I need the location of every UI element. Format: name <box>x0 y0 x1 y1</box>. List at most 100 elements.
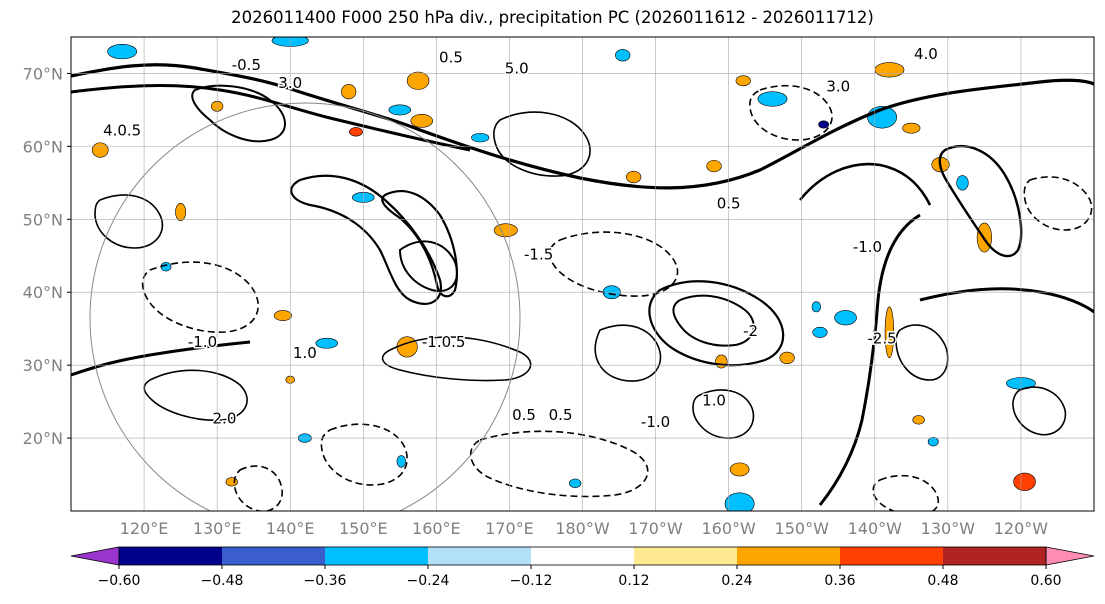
precip-shaded-region <box>493 223 518 238</box>
lon-tick-label: 170°W <box>628 519 683 538</box>
precip-shaded-region <box>956 175 969 191</box>
divergence-contour <box>493 111 591 177</box>
precip-shaded-region <box>410 113 434 128</box>
colorbar-segment <box>943 547 1046 565</box>
latitude-ticks: 70°N 60°N 50°N 40°N 30°N 20°N <box>23 64 71 448</box>
chart-title: 2026011400 F000 250 hPa div., precipitat… <box>231 8 874 27</box>
precip-shaded-region <box>811 301 822 313</box>
precip-shaded-region <box>729 462 750 477</box>
colorbar-frame <box>118 546 1047 566</box>
precip-shaded-region <box>812 326 828 338</box>
lon-tick-label: 130°W <box>921 519 976 538</box>
contour-label: 2.0 <box>213 409 237 427</box>
lon-tick-label: 180°W <box>555 519 610 538</box>
precip-shaded-region <box>388 104 412 116</box>
precip-shaded-region <box>884 306 895 359</box>
precip-shaded-region <box>779 351 795 364</box>
contour-label: -1.0 <box>853 238 882 256</box>
precip-shaded-region <box>615 49 631 62</box>
contour-label: -2.5 <box>867 329 896 347</box>
colorbar-segment <box>428 547 531 565</box>
contour-label: -1.0 <box>641 413 670 431</box>
colorbar-tick-label: 0.12 <box>618 573 649 589</box>
lat-tick-label: 30°N <box>23 356 63 375</box>
precip-shaded-region <box>91 142 109 158</box>
colorbar-tick-label: −0.24 <box>407 573 450 589</box>
convergence-contour <box>320 423 408 486</box>
lon-tick-label: 170°E <box>485 519 534 538</box>
contour-label: 0.5 <box>549 406 573 424</box>
contour-label: 1.0 <box>702 391 726 409</box>
divergence-contour <box>290 174 443 306</box>
lon-tick-label: 120°E <box>120 519 169 538</box>
precip-shaded-region <box>273 310 292 321</box>
precip-shaded-region <box>406 71 430 90</box>
lon-tick-label: 160°E <box>412 519 461 538</box>
colorbar-segment <box>325 547 428 565</box>
precip-shaded-region <box>1013 472 1036 491</box>
contour-label: -0.5 <box>232 56 261 74</box>
colorbar-tick-label: −0.60 <box>98 573 141 589</box>
precip-shaded-region <box>396 336 418 358</box>
divergence-contour <box>143 369 248 422</box>
lon-tick-label: 150°E <box>339 519 388 538</box>
lon-tick-label: 140°W <box>848 519 903 538</box>
convergence-contour <box>749 84 833 141</box>
convergence-contour <box>872 474 939 511</box>
precip-shaded-region <box>626 170 642 184</box>
contour-label: 4.0.5 <box>103 121 141 139</box>
longitude-ticks: 120°E 130°E 140°E 150°E 160°E 170°E 180°W 170°W… <box>120 519 1049 538</box>
precip-shaded-region <box>874 62 905 78</box>
precip-shaded-region <box>902 122 921 134</box>
contour-label: -1.5 <box>524 245 553 263</box>
jet-streak-line <box>818 213 921 506</box>
precip-shaded-region <box>341 84 357 100</box>
divergence-contour <box>381 336 532 382</box>
precip-shaded-region <box>349 127 363 137</box>
precip-shaded-region <box>912 415 925 425</box>
divergence-contour <box>938 145 1023 258</box>
precip-shaded-region <box>107 43 138 60</box>
precip-shaded-region <box>175 202 187 222</box>
precip-shaded-region <box>315 337 339 349</box>
colorbar-segment <box>222 547 325 565</box>
colorbar: −0.60 −0.48 −0.36 −0.24 −0.12 0.12 0.24 0.36 0.4… <box>70 546 1095 589</box>
convergence-contour <box>548 231 679 297</box>
jet-streak-line <box>798 162 932 206</box>
colorbar-extend-low <box>70 546 120 566</box>
colorbar-extend-high <box>1045 546 1095 566</box>
lon-tick-label: 130°E <box>193 519 242 538</box>
colorbar-tick-label: −0.48 <box>201 573 244 589</box>
precip-shaded-region <box>735 75 751 87</box>
contour-label: 3.0 <box>826 78 850 96</box>
contour-label: 0.5 <box>717 194 741 212</box>
divergence-contour <box>672 294 755 347</box>
projection-reference-arc <box>89 102 521 511</box>
lon-tick-label: 120°W <box>994 519 1049 538</box>
convergence-contour <box>233 465 283 511</box>
contour-labels: -0.5 4.0.5 -1.0.5 0.5 0.5 -1.0 0.5 3.0 0.5 5.0 4.0… <box>102 43 940 432</box>
precip-shaded-region <box>569 478 582 488</box>
precip-shaded-region <box>706 159 722 173</box>
colorbar-tick-label: −0.36 <box>304 573 347 589</box>
colorbar-segment <box>737 547 840 565</box>
precip-shaded-region <box>471 132 490 143</box>
lon-tick-label: 150°W <box>775 519 830 538</box>
divergence-contour <box>94 194 164 249</box>
divergence-contour <box>594 324 662 382</box>
divergence-contour <box>191 84 286 143</box>
contour-label: 0.5 <box>439 49 463 67</box>
convergence-contour <box>141 261 260 333</box>
precip-shaded-region <box>818 120 830 129</box>
lat-tick-label: 60°N <box>23 137 63 156</box>
colorbar-tick-label: 0.24 <box>721 573 752 589</box>
precip-shaded-region <box>834 310 857 326</box>
jet-streak-line <box>71 340 251 377</box>
convergence-contour <box>1023 176 1093 231</box>
divergence-contour <box>381 190 458 298</box>
divergence-contour <box>648 280 785 367</box>
colorbar-segment <box>840 547 943 565</box>
gridlines <box>71 37 1094 511</box>
colorbar-tick-label: −0.12 <box>510 573 553 589</box>
precip-shaded-region <box>927 437 939 447</box>
